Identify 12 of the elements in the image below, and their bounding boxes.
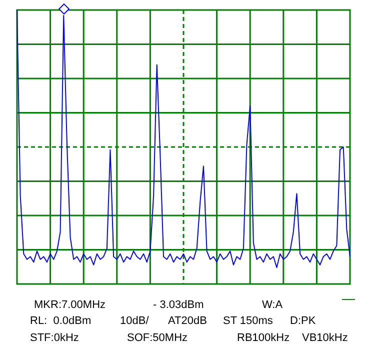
- text: 10dB/: [120, 315, 149, 328]
- text: W:A: [262, 299, 283, 312]
- text: D:PK: [290, 315, 316, 328]
- text: SOF:50MHz: [127, 332, 188, 345]
- text: STF:0kHz: [30, 332, 79, 345]
- text: RL: 0.0dBm: [30, 315, 92, 328]
- text: VB10kHz: [302, 332, 348, 345]
- text: ST 150ms: [223, 315, 273, 328]
- text: MKR:7.00MHz: [34, 299, 106, 312]
- text: AT20dB: [168, 315, 207, 328]
- text: - 3.03dBm: [153, 299, 204, 312]
- text: RB100kHz: [237, 332, 290, 345]
